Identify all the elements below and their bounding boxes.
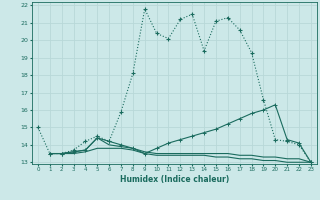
X-axis label: Humidex (Indice chaleur): Humidex (Indice chaleur) <box>120 175 229 184</box>
